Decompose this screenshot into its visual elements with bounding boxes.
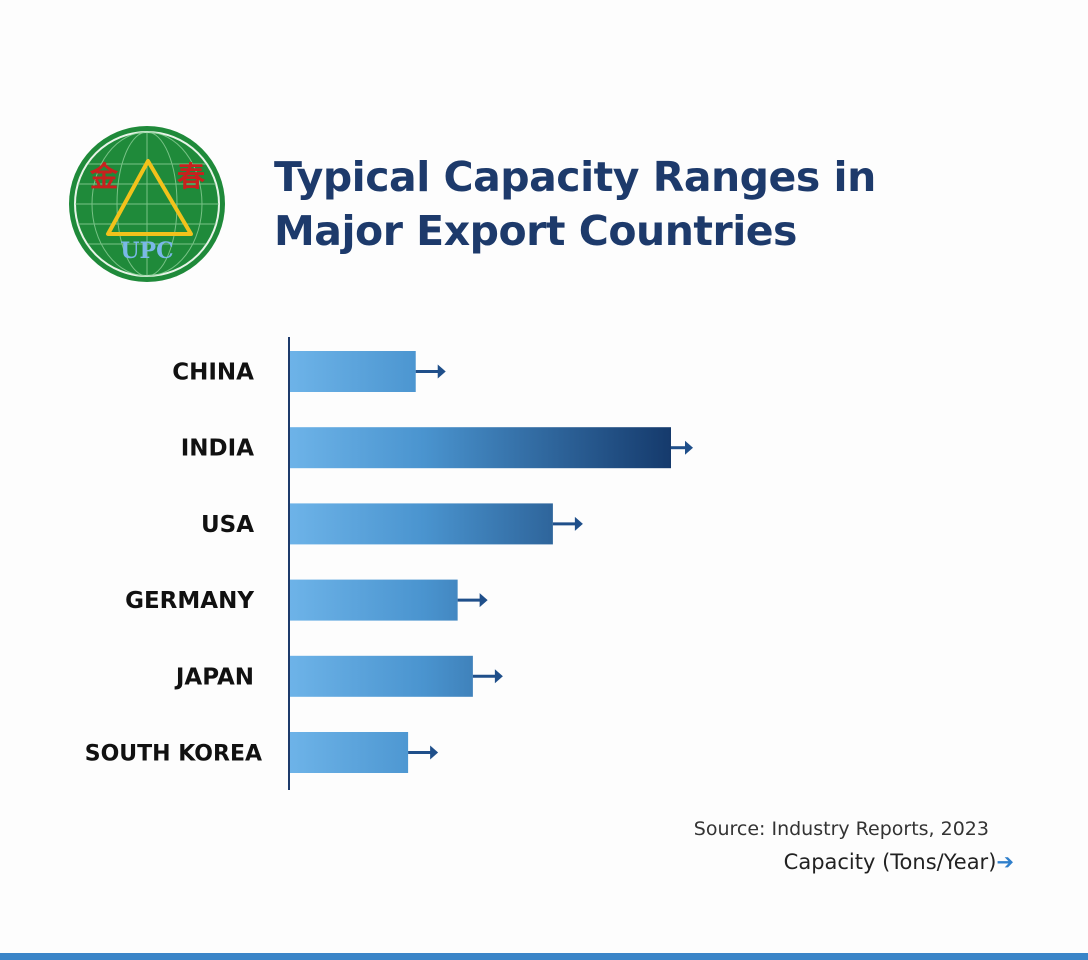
arrow-right-icon: ➔	[996, 850, 1014, 874]
upc-logo: 金 春 UPC	[69, 126, 225, 282]
title-line-2: Major Export Countries	[274, 207, 797, 255]
arrow-right-icon	[479, 593, 488, 608]
svg-text:UPC: UPC	[120, 238, 173, 264]
chart-title: Typical Capacity Ranges in Major Export …	[274, 150, 876, 258]
category-label: GERMANY	[125, 588, 254, 614]
unit-label-text: Capacity (Tons/Year)	[783, 850, 997, 874]
arrow-right-icon	[494, 669, 503, 684]
bar-japan	[290, 655, 473, 697]
bar-germany	[290, 579, 458, 621]
category-label: USA	[201, 512, 254, 538]
arrow-right-icon	[437, 364, 446, 379]
svg-text:春: 春	[177, 160, 205, 193]
arrow-right-icon	[685, 440, 693, 455]
source-note: Source: Industry Reports, 2023	[693, 818, 989, 840]
arrow-right-icon	[430, 745, 439, 760]
title-line-1: Typical Capacity Ranges in	[274, 153, 876, 201]
category-label: SOUTH KOREA	[85, 742, 262, 767]
category-label: INDIA	[181, 436, 254, 462]
bar-india	[290, 427, 671, 469]
category-label: JAPAN	[174, 664, 254, 690]
unit-label: Capacity (Tons/Year)➔	[784, 850, 1014, 874]
bar-china	[290, 351, 416, 392]
arrow-right-icon	[574, 516, 583, 531]
bar-south-korea	[290, 732, 409, 773]
svg-text:金: 金	[89, 160, 119, 193]
bar-usa	[290, 503, 553, 545]
category-label: CHINA	[172, 360, 254, 386]
bottom-accent-bar	[0, 953, 1088, 960]
